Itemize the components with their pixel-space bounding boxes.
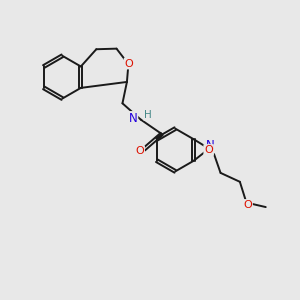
Text: N: N: [206, 139, 215, 152]
Text: O: O: [124, 58, 134, 68]
Text: H: H: [144, 110, 152, 120]
Text: N: N: [129, 112, 137, 125]
Text: O: O: [243, 200, 252, 210]
Text: O: O: [204, 145, 213, 155]
Text: O: O: [135, 146, 144, 156]
